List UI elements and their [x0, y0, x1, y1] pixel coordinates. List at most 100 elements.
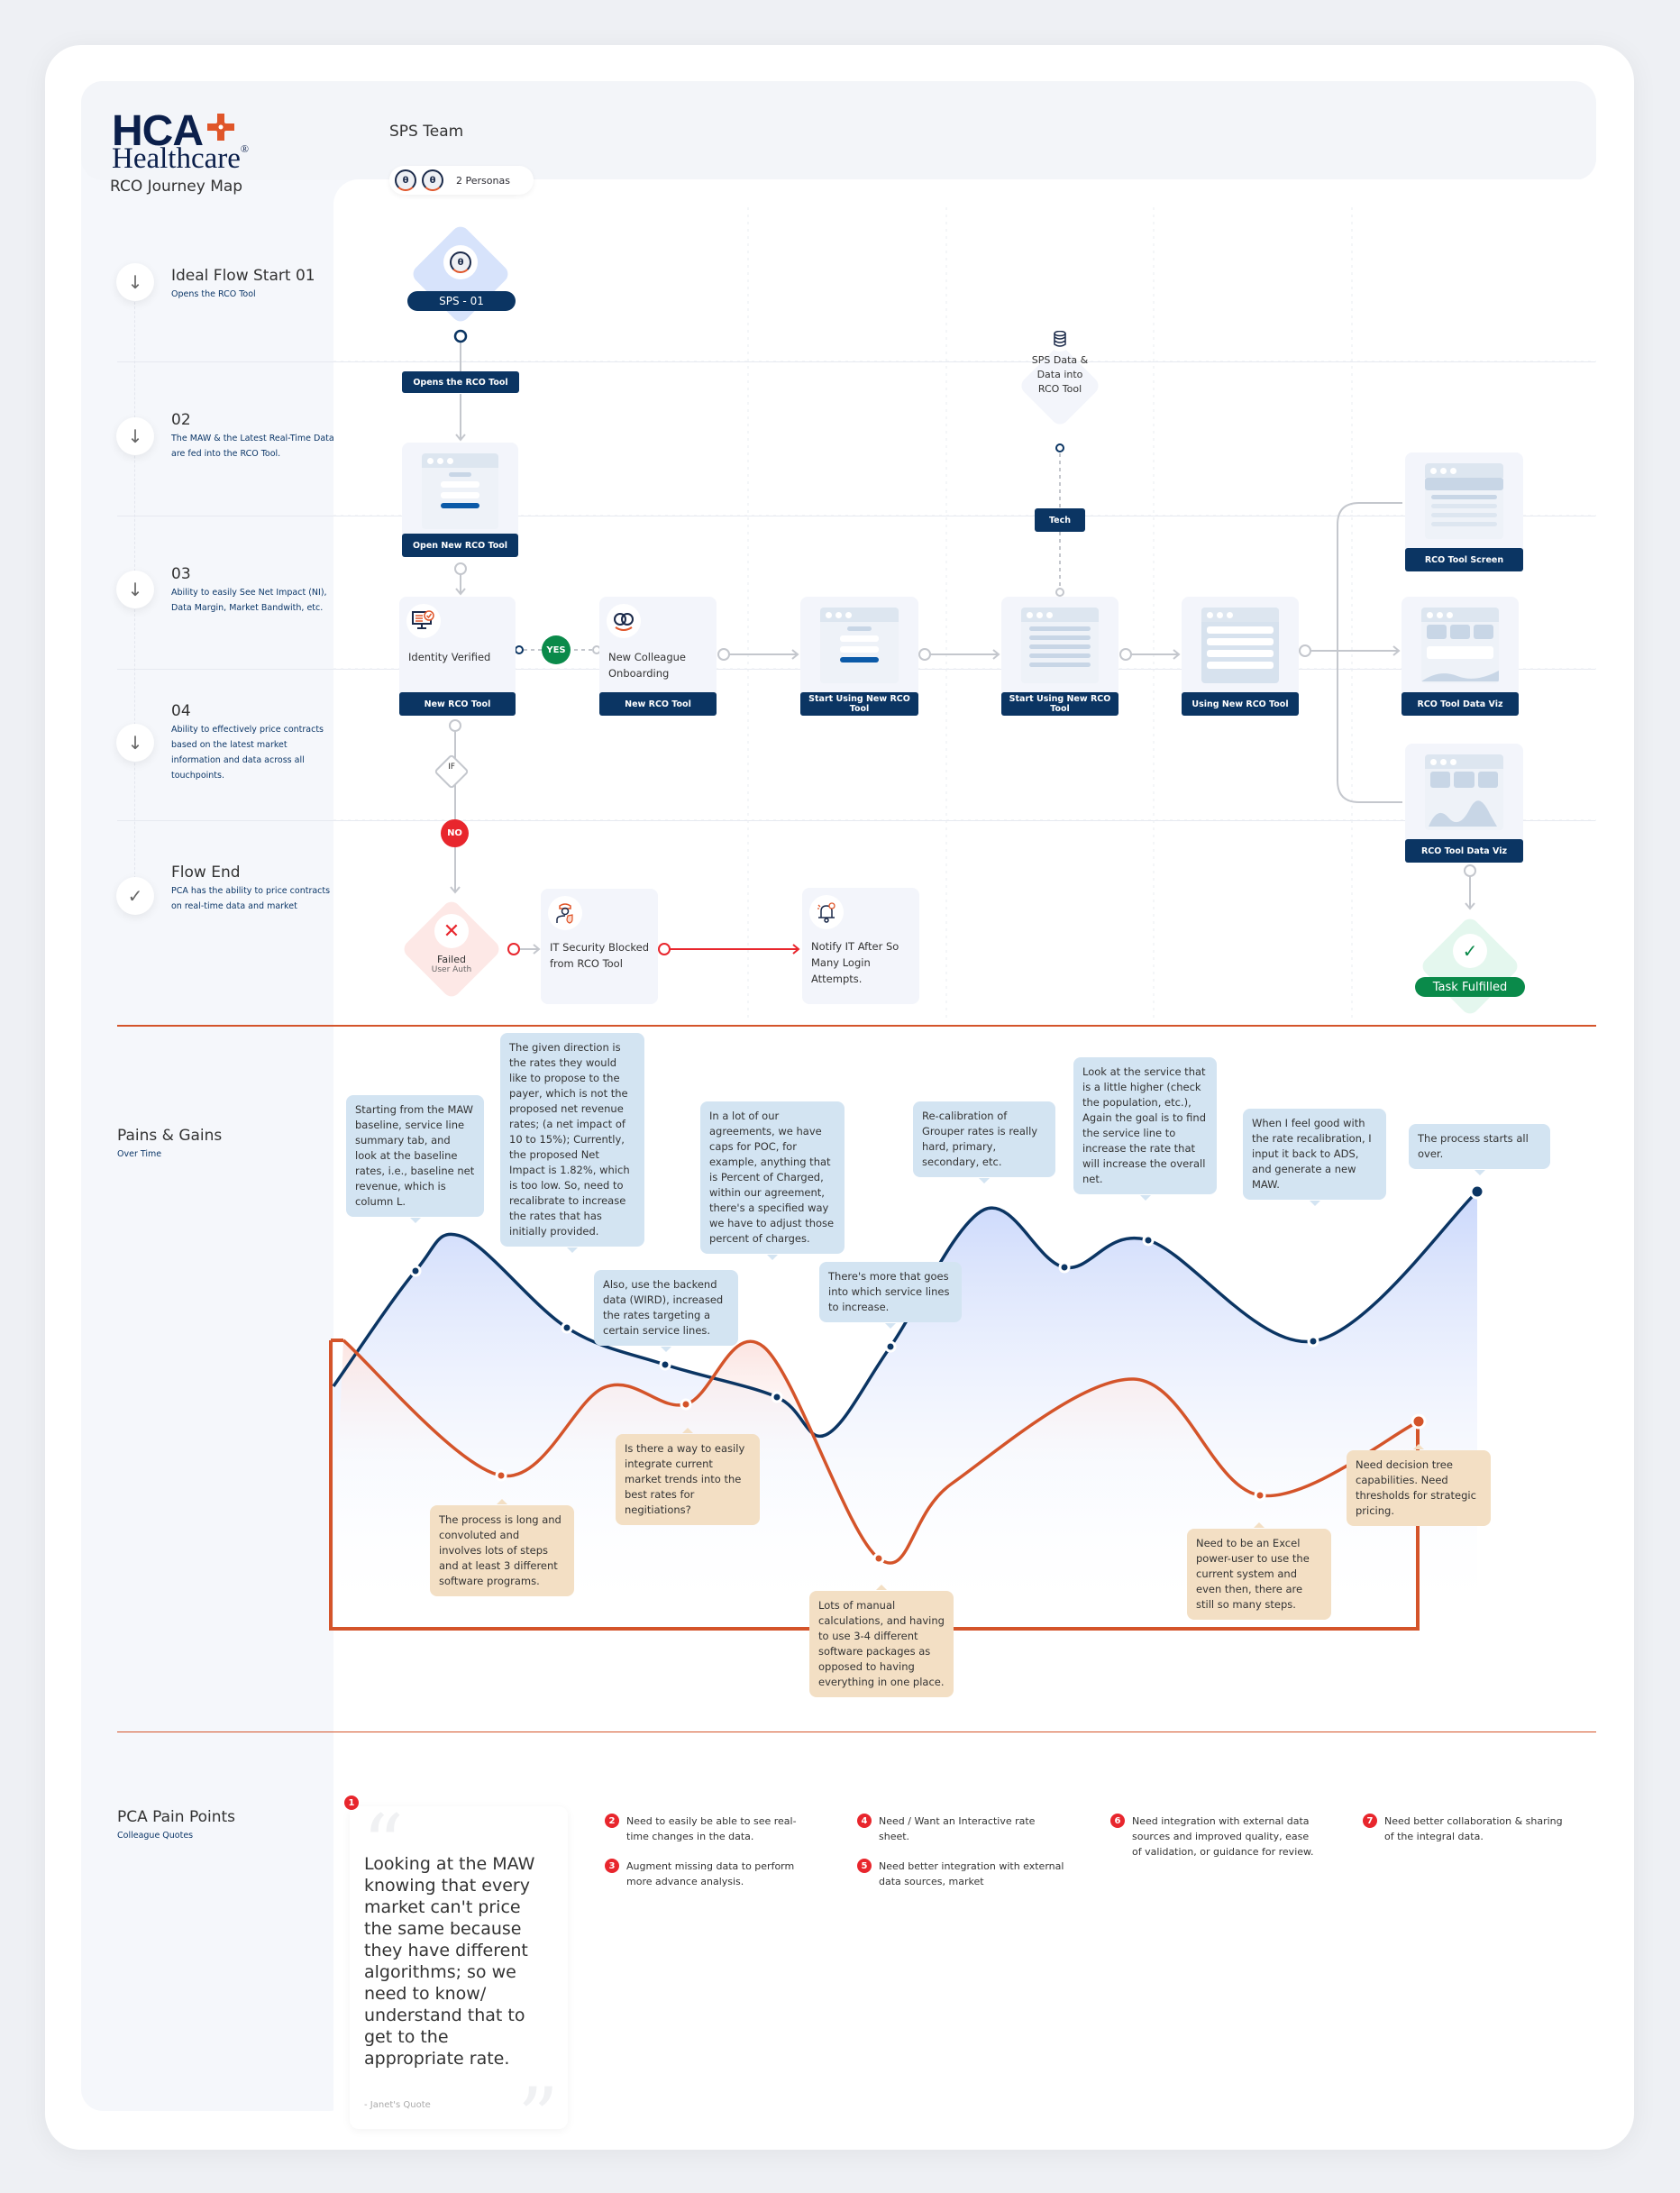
page-title: RCO Journey Map: [110, 178, 243, 196]
pains-gains-title: Pains & Gains: [117, 1127, 223, 1145]
table-screen-icon: [1021, 608, 1099, 683]
pains-area: [331, 1340, 1419, 1629]
card-start-using-1[interactable]: Start Using New RCO Tool: [800, 597, 918, 716]
stage-title: 02: [171, 411, 191, 429]
pain-point-item: 3 Augment missing data to perform more ad…: [605, 1859, 812, 1889]
start-node-sps-01[interactable]: SPS - 01: [407, 291, 516, 311]
pain-text: Need better collaboration & sharing of t…: [1384, 1815, 1563, 1842]
pain-number: 2: [605, 1814, 619, 1828]
card-rco-tool-screen[interactable]: RCO Tool Screen: [1405, 452, 1523, 571]
card-using-new-rco-tool[interactable]: Using New RCO Tool: [1182, 597, 1299, 716]
pain-point: [495, 1469, 507, 1482]
gain-point: [1142, 1234, 1155, 1247]
pain-point: [1254, 1489, 1266, 1502]
stage-title: 03: [171, 565, 191, 583]
check-icon: ✓: [116, 877, 154, 915]
card-label: RCO Tool Data Viz: [1402, 692, 1519, 716]
gain-callout: Starting from the MAW baseline, service …: [346, 1095, 484, 1223]
pains-gains-subtitle: Over Time: [117, 1149, 162, 1159]
stage-title: Flow End: [171, 863, 241, 882]
pain-text: Need to easily be able to see real-time …: [626, 1815, 797, 1842]
gain-point: [884, 1340, 897, 1353]
logo-healthcare-text: Healthcare: [112, 142, 241, 175]
gain-callout: The given direction is the rates they wo…: [500, 1033, 644, 1253]
open-quote-icon: “: [362, 1797, 405, 1892]
logo-healthcare: Healthcare®: [112, 142, 249, 176]
card-text: Identity Verified: [408, 651, 491, 663]
stage-desc: Ability to effectively price contracts b…: [171, 725, 324, 781]
dashboard-icon: [1425, 754, 1503, 830]
pain-callout: Need to be an Excel power-user to use th…: [1187, 1522, 1331, 1620]
logo-reg: ®: [240, 142, 250, 155]
pain-point-item: 2 Need to easily be able to see real-time…: [605, 1814, 812, 1844]
stage-desc: PCA has the ability to price contracts o…: [171, 886, 331, 911]
database-icon: [1047, 326, 1073, 352]
yes-branch[interactable]: YES: [542, 635, 571, 664]
card-label: RCO Tool Screen: [1405, 548, 1523, 571]
card-new-colleague-onboarding[interactable]: New Colleague Onboarding New RCO Tool: [599, 597, 717, 716]
gain-point: [1469, 1183, 1485, 1200]
gain-point: [1058, 1261, 1071, 1274]
stage-desc: Ability to easily See Net Impact (NI), D…: [171, 588, 327, 613]
logo-hca: HCA: [112, 107, 204, 155]
card-label: Start Using New RCO Tool: [800, 692, 918, 716]
card-text: Notify IT After So Many Login Attempts.: [811, 940, 899, 985]
failed-title: Failed: [437, 954, 466, 965]
pain-point: [872, 1552, 885, 1565]
tech-tag[interactable]: Tech: [1035, 508, 1085, 532]
login-screen-icon: [820, 608, 899, 683]
quote-card: 1 “ ” Looking at the MAW knowing that ev…: [344, 1796, 568, 2165]
no-branch[interactable]: NO: [441, 819, 469, 847]
gain-callout: When I feel good with the rate recalibra…: [1243, 1109, 1386, 1206]
quote-author: - Janet's Quote: [364, 2100, 431, 2110]
personas-count: 2 Personas: [456, 174, 510, 187]
pain-callout: Is there a way to easily integrate curre…: [616, 1428, 760, 1525]
pain-text: Augment missing data to perform more adv…: [626, 1860, 795, 1887]
card-identity-verified[interactable]: Identity Verified New RCO Tool: [399, 597, 516, 716]
check-icon: ✓: [1453, 934, 1487, 968]
persona-avatar[interactable]: θ: [395, 169, 416, 191]
sps-data-node[interactable]: SPS Data & Data into RCO Tool: [1013, 326, 1107, 397]
card-rco-tool-data-viz-1[interactable]: RCO Tool Data Viz: [1402, 597, 1519, 716]
close-icon: ✕: [434, 914, 469, 948]
gain-point: [561, 1321, 573, 1334]
stage-divider: [117, 361, 1595, 362]
pain-number: 5: [857, 1859, 872, 1873]
arrow-down-icon: ↓: [116, 571, 154, 608]
personas-pill[interactable]: θ θ 2 Personas: [389, 166, 534, 195]
card-notify-it[interactable]: Notify IT After So Many Login Attempts.: [802, 888, 919, 1004]
arrow-down-icon: ↓: [116, 263, 154, 301]
pain-number: 7: [1363, 1814, 1377, 1828]
dashboard-icon: [1421, 608, 1499, 683]
pain-number: 6: [1110, 1814, 1125, 1828]
screen-icon: [1425, 463, 1503, 539]
card-start-using-2[interactable]: Start Using New RCO Tool: [1001, 597, 1118, 716]
opens-tool-tag[interactable]: Opens the RCO Tool: [402, 371, 519, 393]
pain-point-item: 6 Need integration with external data sou…: [1110, 1814, 1318, 1859]
failed-node[interactable]: Failed User Auth: [415, 954, 488, 974]
card-open-new-rco-tool[interactable]: Open New RCO Tool: [402, 443, 518, 557]
pain-callout: Need decision tree capabilities. Need th…: [1347, 1444, 1491, 1526]
close-quote-icon: ”: [516, 2070, 559, 2165]
persona-avatar[interactable]: θ: [422, 169, 443, 191]
pain-number: 1: [344, 1796, 359, 1810]
gain-callout: Look at the service that is a little hig…: [1073, 1057, 1217, 1201]
if-decision[interactable]: IF: [448, 763, 455, 772]
stage-title: Ideal Flow Start 01: [171, 267, 315, 285]
gain-callout: There's more that goes into which servic…: [819, 1262, 962, 1329]
pains-line: [342, 1339, 1420, 1565]
card-label: Open New RCO Tool: [402, 534, 518, 557]
stage-desc: Opens the RCO Tool: [171, 289, 256, 299]
monitor-check-icon: [406, 604, 441, 638]
card-label: Using New RCO Tool: [1182, 692, 1299, 716]
card-rco-tool-data-viz-2[interactable]: RCO Tool Data Viz: [1405, 744, 1523, 863]
card-label: New RCO Tool: [599, 692, 717, 716]
gain-point: [409, 1265, 422, 1277]
task-fulfilled-node[interactable]: Task Fulfilled: [1415, 977, 1525, 997]
sps-data-text: SPS Data & Data into RCO Tool: [1031, 354, 1089, 395]
bell-alert-icon: [809, 895, 844, 929]
pain-point-item: 4 Need / Want an Interactive rate sheet.: [857, 1814, 1064, 1844]
login-screen-icon: [422, 453, 498, 529]
card-it-security[interactable]: IT Security Blocked from RCO Tool: [541, 889, 658, 1004]
security-guard-icon: [548, 896, 582, 930]
